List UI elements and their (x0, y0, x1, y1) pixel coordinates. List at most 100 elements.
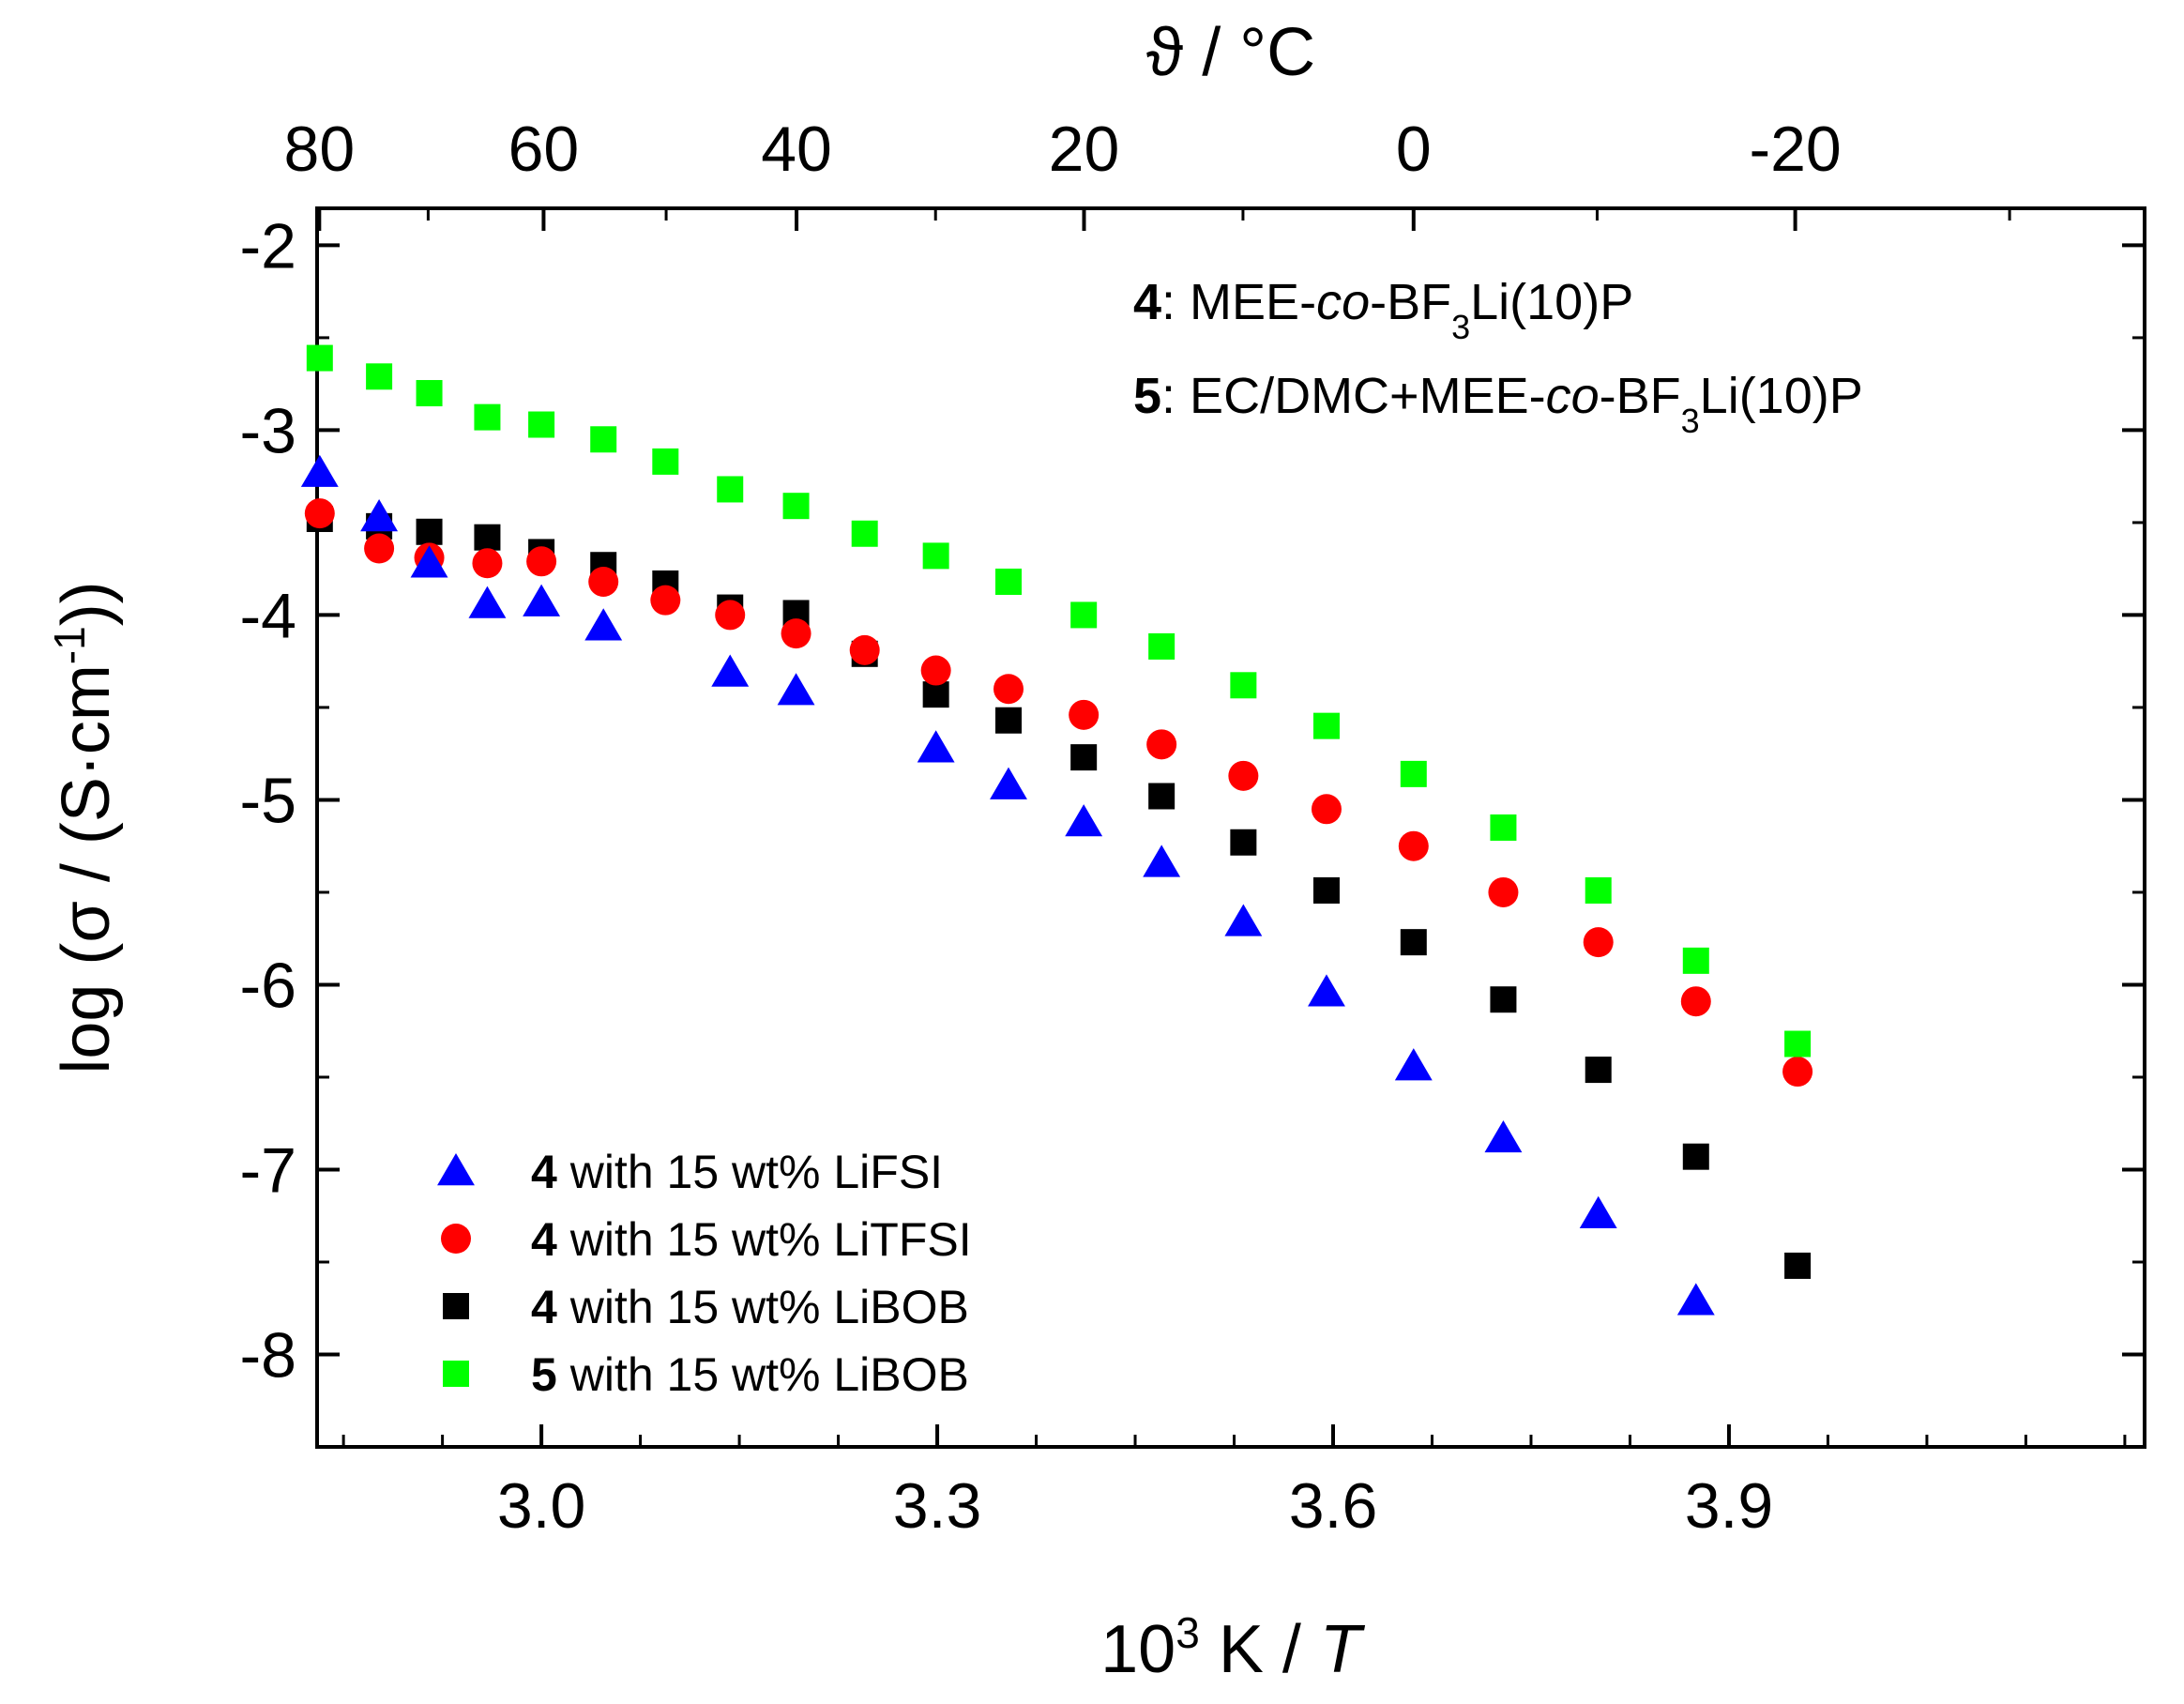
data-point (717, 476, 744, 503)
data-point (526, 546, 557, 577)
data-point (1682, 947, 1709, 974)
data-point (472, 548, 503, 579)
data-point (990, 767, 1027, 799)
top-tick-label: 60 (508, 114, 580, 185)
data-point (1583, 927, 1614, 958)
data-point (993, 674, 1024, 705)
data-point (1143, 844, 1181, 877)
data-point (1308, 974, 1345, 1007)
data-point (1146, 729, 1177, 760)
top-axis-title: ϑ / °C (1146, 15, 1315, 90)
data-point (1312, 876, 1340, 904)
data-point (1069, 699, 1100, 730)
data-point (1400, 929, 1427, 956)
data-point (1579, 1195, 1617, 1228)
data-point (1484, 1119, 1523, 1153)
plot-frame (315, 206, 2146, 1449)
data-point (1490, 814, 1517, 841)
data-point (917, 730, 955, 763)
data-point (1676, 1283, 1715, 1316)
data-point (1312, 712, 1340, 739)
data-point (995, 707, 1023, 734)
data-point (304, 498, 335, 529)
data-point (1782, 1057, 1813, 1088)
legend-label: 4 with 15 wt% LiBOB (531, 1281, 969, 1333)
data-point (1148, 783, 1175, 810)
top-tick-label: 80 (284, 114, 356, 185)
data-point (360, 499, 399, 532)
data-point (590, 426, 617, 453)
data-point (1784, 1252, 1812, 1279)
data-point (306, 344, 333, 372)
legend-label: 4 with 15 wt% LiFSI (531, 1146, 943, 1198)
y-axis-title: log (σ / (S·cm-1)) (45, 581, 124, 1073)
series-1 (304, 498, 1813, 1088)
x-tick-label: 3.6 (1289, 1470, 1378, 1542)
y-tick-label: -5 (240, 765, 296, 836)
data-point (1585, 1057, 1612, 1084)
data-point (781, 618, 811, 649)
data-point (468, 586, 507, 618)
data-point (1394, 1048, 1433, 1081)
y-tick-label: -8 (240, 1319, 296, 1391)
data-point (523, 584, 561, 616)
x-tick-label: 3.3 (893, 1470, 982, 1542)
data-point (995, 568, 1023, 595)
data-point (1585, 876, 1612, 904)
data-point (1065, 804, 1103, 837)
top-tick-label: -20 (1749, 114, 1841, 185)
data-point (1400, 760, 1427, 787)
data-point (920, 655, 951, 686)
y-tick-label: -7 (240, 1134, 296, 1206)
data-point (1398, 830, 1429, 861)
legend-label: 4 with 15 wt% LiTFSI (531, 1213, 972, 1266)
data-point (922, 681, 949, 708)
annotation-5: 5: EC/DMC+MEE-co-BF3Li(10)P (1133, 368, 1863, 440)
data-point (1070, 744, 1098, 771)
legend-marker (443, 1361, 469, 1387)
series-3 (306, 344, 1812, 1057)
data-point (366, 363, 393, 390)
y-tick-label: -6 (240, 950, 296, 1021)
series-0 (300, 454, 1715, 1316)
data-point (851, 520, 878, 547)
x-tick-label: 3.9 (1685, 1470, 1774, 1542)
data-point (777, 673, 815, 706)
data-point (416, 380, 443, 407)
data-point (650, 585, 681, 616)
data-point (849, 634, 880, 665)
data-point (364, 533, 395, 564)
top-tick-label: 20 (1049, 114, 1120, 185)
data-point (1311, 794, 1342, 825)
data-point (1070, 601, 1098, 629)
legend-marker (443, 1293, 469, 1319)
data-point (711, 654, 750, 687)
y-tick-label: -2 (240, 210, 296, 281)
data-point (410, 545, 448, 578)
data-point (1228, 760, 1259, 791)
data-point (715, 600, 746, 631)
data-point (1682, 1143, 1709, 1170)
data-point (1230, 672, 1257, 699)
data-point (474, 524, 501, 551)
x-tick-label: 3.0 (497, 1470, 586, 1542)
data-point (588, 566, 619, 597)
data-point (1224, 904, 1263, 936)
legend-marker (441, 1224, 471, 1254)
annotation-4: 4: MEE-co-BF3Li(10)P (1133, 274, 1633, 346)
data-point (1148, 632, 1175, 660)
legend-marker (437, 1153, 475, 1186)
data-point (474, 403, 501, 431)
data-point (1680, 986, 1711, 1017)
data-point (652, 448, 679, 475)
data-point (1488, 876, 1519, 907)
y-tick-label: -3 (240, 395, 296, 466)
legend-label: 5 with 15 wt% LiBOB (531, 1348, 969, 1401)
data-point (1784, 1030, 1812, 1057)
data-point (528, 411, 555, 438)
data-point (300, 454, 339, 487)
data-point (584, 608, 623, 641)
data-point (782, 493, 810, 520)
top-tick-label: 0 (1396, 114, 1432, 185)
